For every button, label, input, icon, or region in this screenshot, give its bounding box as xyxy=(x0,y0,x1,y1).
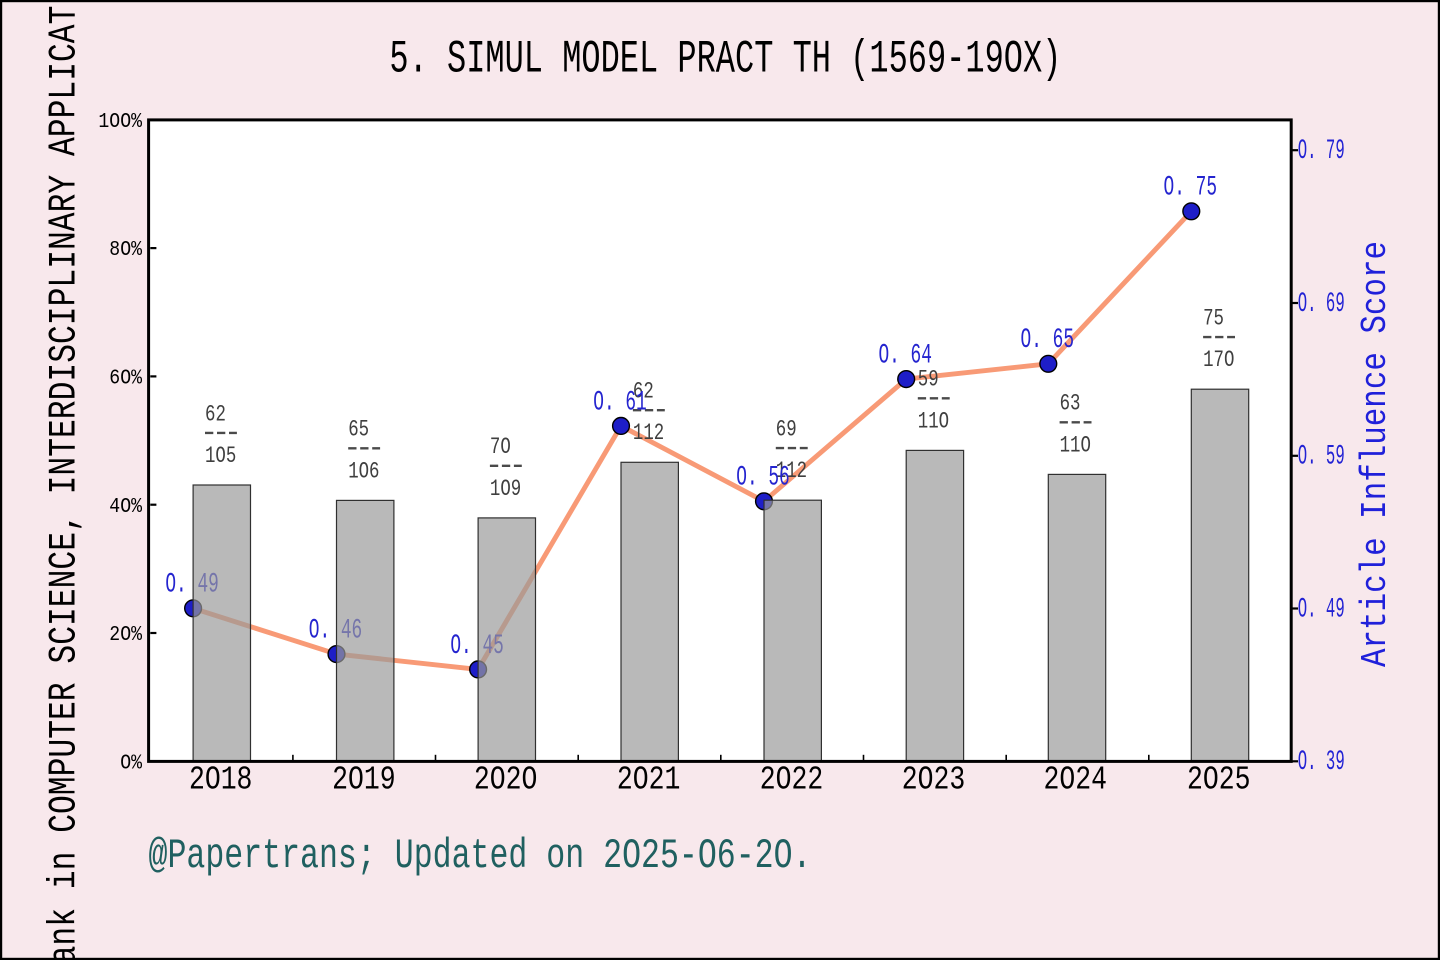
svg-text:O. 61: O. 61 xyxy=(593,387,647,418)
svg-text:O. 56: O. 56 xyxy=(736,463,790,494)
svg-text:2O23: 2O23 xyxy=(902,761,966,798)
svg-text:7O: 7O xyxy=(490,434,511,460)
svg-text:1O5: 1O5 xyxy=(205,443,236,469)
svg-text:17O: 17O xyxy=(1203,347,1234,373)
svg-text:1O9: 1O9 xyxy=(490,476,521,502)
svg-text:75: 75 xyxy=(1203,306,1224,332)
svg-text:@Papertrans; Updated on 2O25-O: @Papertrans; Updated on 2O25-O6-2O. xyxy=(149,832,812,880)
svg-text:59: 59 xyxy=(918,367,939,393)
svg-text:63: 63 xyxy=(1060,391,1081,417)
svg-text:O%: O% xyxy=(120,751,142,775)
svg-text:69: 69 xyxy=(776,417,797,443)
svg-text:2O18: 2O18 xyxy=(189,761,253,798)
svg-text:2O22: 2O22 xyxy=(760,761,824,798)
svg-text:O. 65: O. 65 xyxy=(1021,325,1075,356)
svg-text:O. 49: O. 49 xyxy=(1298,594,1345,625)
svg-text:O. 39: O. 39 xyxy=(1298,747,1345,778)
svg-text:11O: 11O xyxy=(1060,432,1091,458)
svg-text:2O25: 2O25 xyxy=(1187,761,1251,798)
svg-text:O. 59: O. 59 xyxy=(1298,442,1345,473)
svg-text:2O24: 2O24 xyxy=(1044,761,1108,798)
svg-text:112: 112 xyxy=(776,458,807,484)
svg-text:2O2O: 2O2O xyxy=(474,761,538,798)
svg-text:1O6: 1O6 xyxy=(348,458,379,484)
svg-text:O. 75: O. 75 xyxy=(1164,173,1218,204)
svg-text:112: 112 xyxy=(633,420,664,446)
svg-text:6O%: 6O% xyxy=(109,367,142,391)
svg-text:8O%: 8O% xyxy=(109,238,142,262)
svg-text:65: 65 xyxy=(348,417,369,443)
svg-text:O. 79: O. 79 xyxy=(1298,136,1345,167)
svg-text:O. 64: O. 64 xyxy=(878,341,932,372)
svg-text:4O%: 4O% xyxy=(109,495,142,519)
svg-text:62: 62 xyxy=(633,379,654,405)
svg-text:2O19: 2O19 xyxy=(332,761,396,798)
svg-text:1OO%: 1OO% xyxy=(98,110,142,134)
svg-text:O. 69: O. 69 xyxy=(1298,289,1345,320)
svg-text:Rank in COMPUTER SCIENCE, INTE: Rank in COMPUTER SCIENCE, INTERDISCIPLIN… xyxy=(42,6,86,960)
svg-text:2O%: 2O% xyxy=(109,623,142,647)
svg-text:2O21: 2O21 xyxy=(617,761,681,798)
svg-text:62: 62 xyxy=(205,401,226,427)
svg-text:11O: 11O xyxy=(918,408,949,434)
svg-text:5. SIMUL MODEL PRACT TH (1569-: 5. SIMUL MODEL PRACT TH (1569-19OX) xyxy=(389,33,1061,85)
svg-text:Article Influence Score: Article Influence Score xyxy=(1355,241,1396,667)
